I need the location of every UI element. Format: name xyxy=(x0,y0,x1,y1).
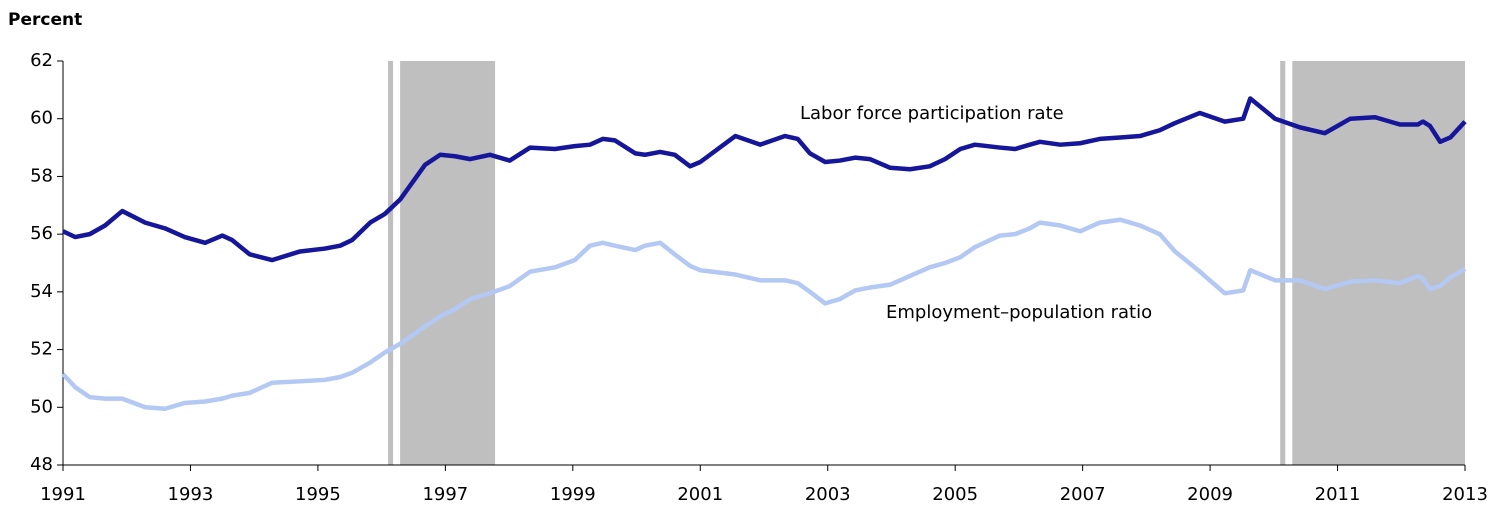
x-tick-label: 1993 xyxy=(168,484,214,505)
y-tick-label: 60 xyxy=(30,108,53,129)
y-tick-label: 52 xyxy=(30,339,53,360)
shaded-range xyxy=(1280,61,1286,465)
y-axis-label: Percent xyxy=(8,10,82,30)
x-tick-label: 1991 xyxy=(40,484,86,505)
series-line xyxy=(62,96,1467,263)
x-tick-label: 2005 xyxy=(932,484,978,505)
annotation: Labor force participation rate xyxy=(800,103,1064,124)
shaded-range xyxy=(388,61,394,465)
y-tick-label: 56 xyxy=(30,223,53,244)
y-tick-label: 48 xyxy=(30,454,53,475)
x-tick-label: 2011 xyxy=(1315,484,1361,505)
y-tick-label: 58 xyxy=(30,165,53,186)
series-line xyxy=(61,217,1467,411)
shaded-range xyxy=(1292,61,1465,465)
shaded-range xyxy=(400,61,496,465)
y-tick-label: 54 xyxy=(30,281,53,302)
y-tick-label: 62 xyxy=(30,50,53,71)
y-tick-label: 50 xyxy=(30,396,53,417)
x-tick-label: 1999 xyxy=(550,484,596,505)
x-tick-label: 2001 xyxy=(677,484,723,505)
x-tick-label: 2003 xyxy=(805,484,851,505)
x-tick-label: 1997 xyxy=(422,484,468,505)
x-tick-label: 2007 xyxy=(1060,484,1106,505)
x-tick-label: 2009 xyxy=(1187,484,1233,505)
annotation: Employment–population ratio xyxy=(886,302,1152,323)
x-tick-label: 1995 xyxy=(295,484,341,505)
x-tick-label: 2013 xyxy=(1442,484,1488,505)
